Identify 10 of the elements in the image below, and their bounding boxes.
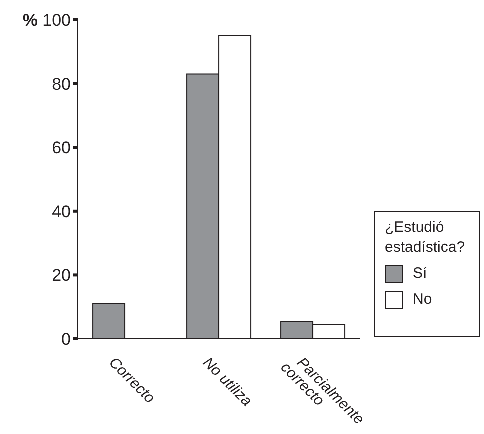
legend-label: Sí (413, 264, 428, 284)
y-tick-label: 0 (62, 330, 71, 350)
legend-label: No (413, 290, 432, 310)
y-axis-title: % (22, 11, 38, 30)
y-tick-label: 80 (52, 74, 71, 94)
legend-title: ¿Estudió estadística? (385, 218, 466, 258)
y-tick-label: 40 (52, 202, 71, 222)
y-tick-label: 100 (42, 11, 71, 30)
y-tick-label: 20 (52, 266, 71, 286)
y-tick-label: 60 (52, 138, 71, 158)
